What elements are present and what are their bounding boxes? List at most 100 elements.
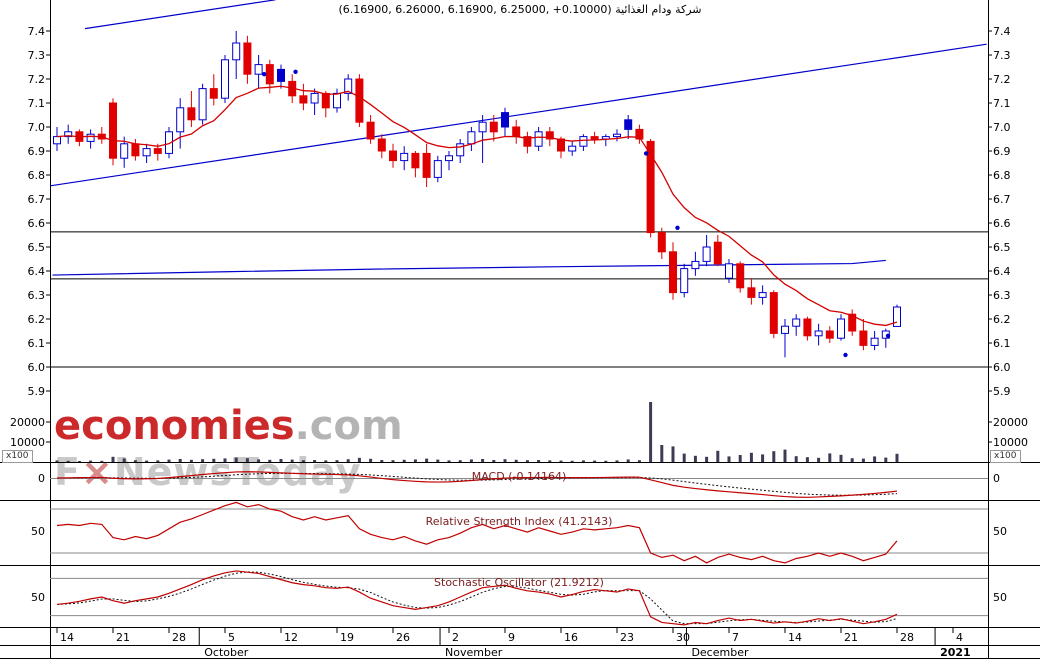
volume-bar [223, 458, 227, 462]
price-axis-label: 6.4 [28, 265, 46, 278]
volume-bar [301, 460, 305, 462]
price-axis-label: 7.3 [993, 49, 1011, 62]
candle-body [265, 64, 274, 85]
candle-body [792, 318, 801, 327]
candle-body [344, 78, 353, 94]
volume-bar [357, 457, 361, 462]
price-axis-label: 6.9 [993, 145, 1011, 158]
volume-bar [794, 456, 798, 462]
volume-bar [660, 445, 664, 462]
date-label: 21 [116, 631, 130, 644]
volume-bar [761, 454, 765, 462]
month-label: December [691, 646, 749, 659]
date-label: 30 [676, 631, 690, 644]
volume-bar [369, 458, 373, 462]
volume-bar [234, 457, 238, 462]
trendline [84, 0, 276, 30]
volume-bar [268, 459, 272, 462]
volume-bar [570, 460, 574, 462]
candle-body [64, 131, 73, 138]
volume-bar [189, 459, 193, 462]
candle-body [579, 136, 588, 147]
date-label: 9 [508, 631, 515, 644]
candle-body [736, 263, 745, 289]
candle-body [310, 92, 319, 104]
candle-body [209, 88, 218, 99]
candle-body [400, 152, 409, 162]
candle-body [377, 138, 386, 152]
candle-body [321, 92, 330, 109]
volume-bar [425, 458, 429, 462]
date-label: 21 [844, 631, 858, 644]
candle-body [758, 292, 767, 298]
date-label: 2 [452, 631, 459, 644]
price-axis-label: 6.1 [28, 337, 46, 350]
date-label: 7 [732, 631, 739, 644]
volume-bar [380, 460, 384, 462]
candle-body [411, 152, 420, 169]
date-label: 4 [956, 631, 963, 644]
candle-body [523, 136, 532, 147]
rsi-line [56, 501, 898, 564]
sar-dot [293, 69, 298, 75]
stochastic-axis-label: 50 [993, 591, 1007, 604]
macd-panel-title: MACD (-0.14164) [471, 470, 567, 483]
date-label: 5 [228, 631, 235, 644]
date-label: 23 [620, 631, 634, 644]
candle-body [478, 121, 487, 133]
candle-body [781, 325, 789, 334]
volume-bar [100, 460, 104, 462]
volume-bar [122, 458, 126, 462]
price-axis-label: 6.3 [993, 289, 1011, 302]
candle-body [333, 92, 341, 109]
volume-bar [671, 446, 675, 462]
volume-bar [693, 455, 697, 462]
candle-body [389, 150, 397, 162]
candle-body [725, 263, 733, 279]
volume-bar [637, 460, 641, 462]
watermark-domain: .com [294, 403, 403, 449]
price-axis-label: 6.3 [28, 289, 46, 302]
volume-bar [738, 455, 742, 462]
volume-bar [447, 460, 451, 462]
volume-axis-label: 10000 [10, 436, 45, 449]
date-label: 16 [564, 631, 578, 644]
date-label: 19 [340, 631, 354, 644]
candle-body [657, 232, 666, 253]
candle-body [713, 241, 722, 265]
volume-bar [77, 461, 81, 462]
volume-bar [626, 459, 630, 462]
candle-body [893, 306, 901, 327]
volume-bar [828, 453, 832, 462]
volume-axis-label: 20000 [993, 416, 1028, 429]
volume-bar [469, 459, 473, 462]
volume-axis-label: 10000 [993, 436, 1028, 449]
price-axis-label: 7.0 [28, 121, 46, 134]
volume-bar [705, 456, 709, 462]
volume-unit-label-left: x100 [2, 450, 33, 463]
volume-bar [727, 456, 731, 462]
volume-bar [458, 460, 462, 462]
candle-body [590, 136, 599, 140]
date-label: 28 [900, 631, 914, 644]
candle-body [86, 133, 95, 142]
price-axis-label: 7.2 [28, 73, 46, 86]
candle-body [534, 131, 543, 147]
price-axis-label: 7.2 [993, 73, 1011, 86]
volume-bar [649, 402, 653, 462]
price-axis-label: 6.7 [28, 193, 46, 206]
macd-line [56, 471, 898, 498]
candle-body [568, 145, 577, 152]
watermark-brand: economies [54, 403, 295, 449]
sar-dot [675, 225, 680, 230]
volume-bar [850, 458, 854, 462]
volume-bar [245, 458, 249, 462]
candle-body [277, 68, 285, 82]
candle-body [53, 136, 61, 145]
volume-bar [178, 459, 182, 462]
watermark-line1: economies.com [54, 406, 403, 446]
candle-body [691, 260, 700, 270]
price-axis-label: 7.4 [28, 25, 46, 38]
volume-bar [749, 452, 753, 462]
